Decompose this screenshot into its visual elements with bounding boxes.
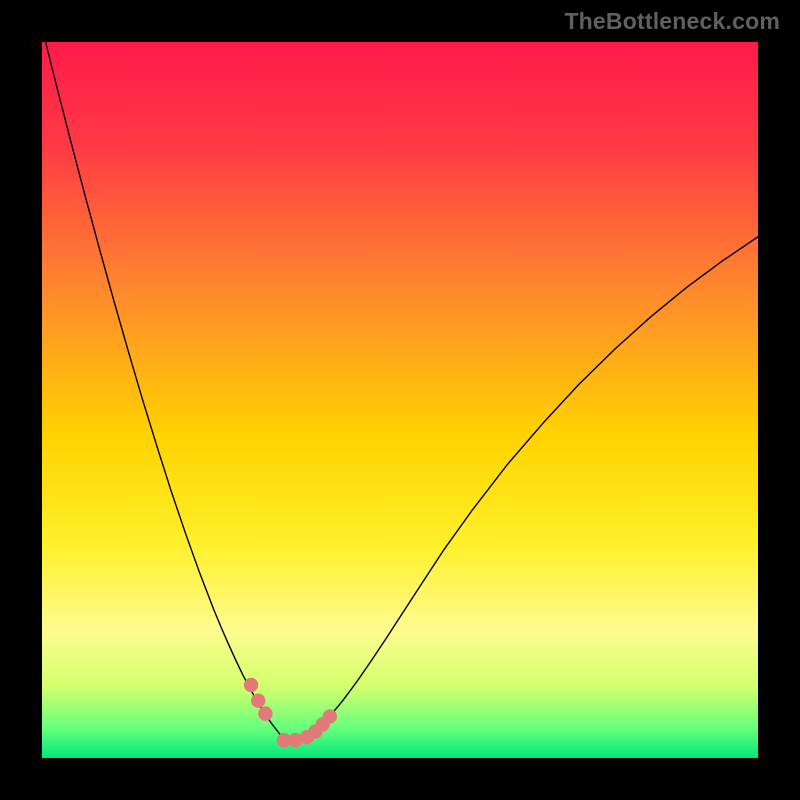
marker-point	[323, 709, 337, 723]
marker-point	[244, 678, 258, 692]
plot-background	[42, 42, 758, 758]
watermark-text: TheBottleneck.com	[564, 8, 780, 35]
marker-point	[251, 694, 265, 708]
plot-svg	[42, 42, 758, 758]
plot-area	[42, 42, 758, 758]
marker-point	[258, 706, 272, 720]
chart-frame: TheBottleneck.com	[0, 0, 800, 800]
